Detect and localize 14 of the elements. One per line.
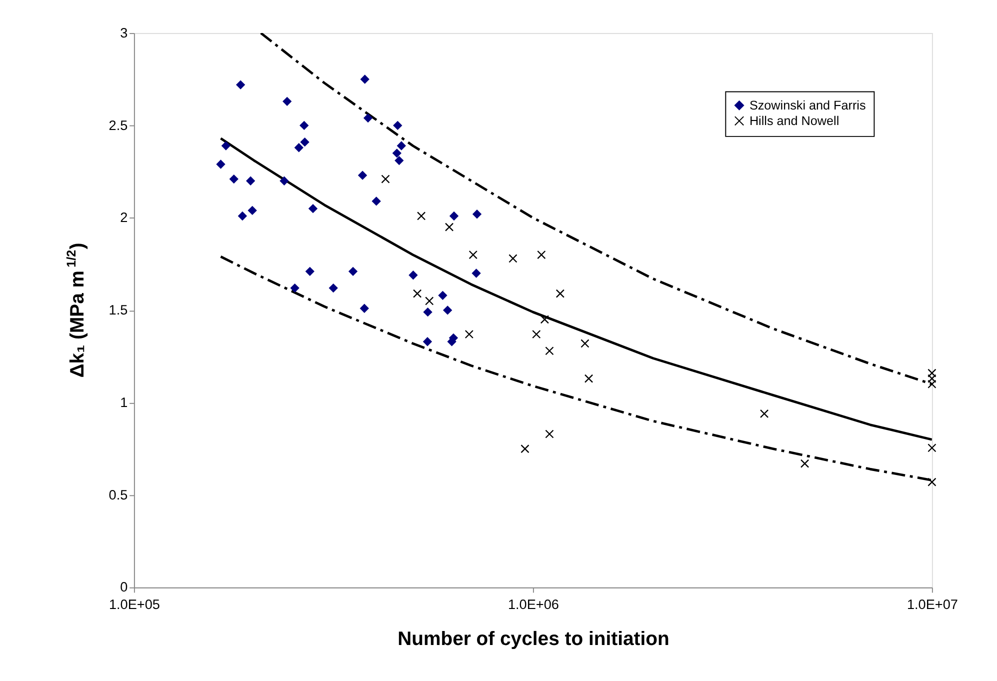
y-tick-label: 2 [120, 210, 128, 226]
y-tick-label: 0 [120, 580, 128, 595]
x-tick-label: 1.0E+07 [906, 597, 958, 612]
y-tick-label: 0.5 [108, 487, 128, 502]
legend-label: Hills and Nowell [749, 114, 840, 128]
x-tick-label: 1.0E+06 [508, 597, 559, 612]
y-tick-label: 1.5 [108, 302, 128, 318]
y-axis-title: Δk₁ (MPa m1/2) [64, 242, 88, 378]
y-tick-label: 3 [120, 25, 128, 40]
y-tick-label: 1 [120, 394, 128, 410]
x-tick-label: 1.0E+05 [108, 597, 160, 612]
y-tick-label: 2.5 [108, 118, 128, 133]
x-axis-title: Number of cycles to initiation [398, 628, 670, 650]
legend-label: Szowinski and Farris [749, 98, 866, 112]
